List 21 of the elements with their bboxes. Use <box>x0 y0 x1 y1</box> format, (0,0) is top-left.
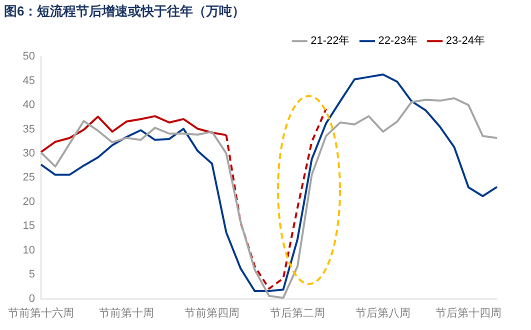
y-tick-label: 5 <box>28 268 35 281</box>
legend-label: 23-24年 <box>446 35 486 48</box>
x-tick-label: 节前第十六周 <box>8 306 74 320</box>
x-tick-label: 节后第二周 <box>270 306 325 320</box>
y-tick-label: 40 <box>22 99 35 112</box>
x-tick-label: 节后第十四周 <box>436 306 502 320</box>
legend-label: 21-22年 <box>310 35 350 48</box>
y-tick-label: 15 <box>22 220 35 232</box>
y-tick-label: 25 <box>22 172 35 184</box>
x-tick-label: 节前第十周 <box>99 306 154 320</box>
y-tick-label: 45 <box>22 74 35 87</box>
y-tick-label: 35 <box>22 123 35 136</box>
legend-label: 22-23年 <box>378 35 418 48</box>
x-tick-label: 节后第八周 <box>356 306 410 320</box>
x-tick-label: 节前第四周 <box>184 306 240 320</box>
y-tick-label: 10 <box>22 244 35 256</box>
y-tick-label: 30 <box>22 148 35 160</box>
y-tick-label: 50 <box>22 50 35 63</box>
y-tick-label: 20 <box>22 196 35 208</box>
chart-title: 图6：短流程节后增速或快于往年（万吨） <box>4 3 246 18</box>
y-tick-label: 0 <box>28 292 35 305</box>
